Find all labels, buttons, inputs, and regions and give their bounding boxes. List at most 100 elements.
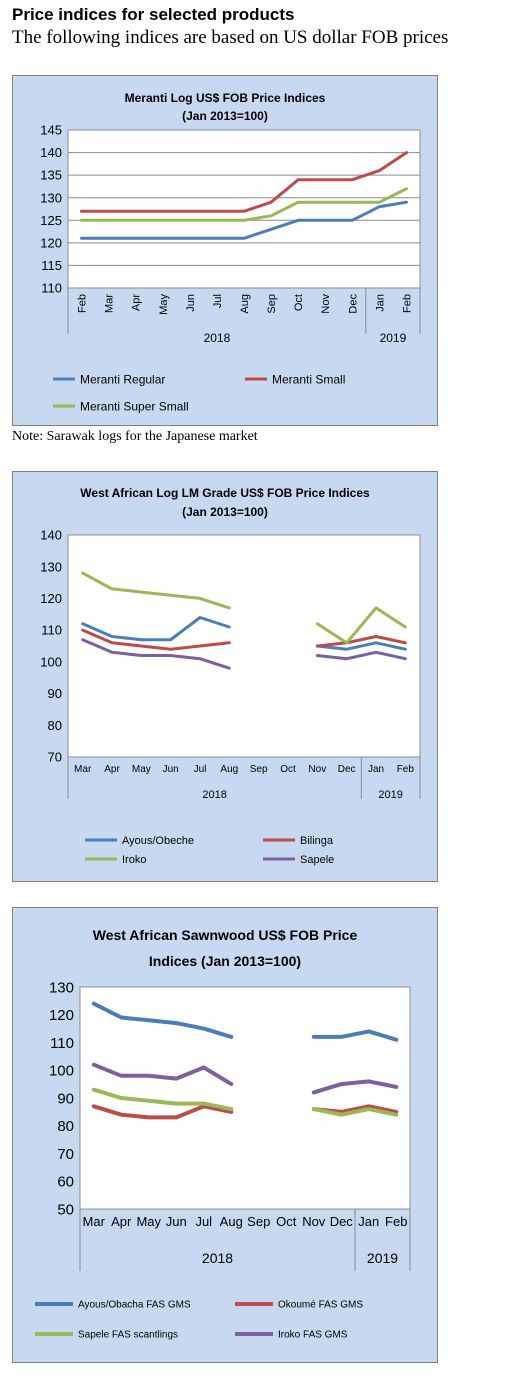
x-tick-label: Nov xyxy=(308,764,326,775)
y-tick-label: 60 xyxy=(57,1174,74,1191)
y-tick-label: 120 xyxy=(40,235,62,250)
legend-label: Sapele xyxy=(300,854,334,866)
section-subheading: The following indices are based on US do… xyxy=(12,27,449,48)
west-african-sawnwood-chart: West African Sawnwood US$ FOB Price Indic… xyxy=(35,927,411,1341)
meranti-chart-panel: Meranti Log US$ FOB Price Indices (Jan 20… xyxy=(12,75,438,426)
series-line xyxy=(80,200,408,240)
y-tick-label: 100 xyxy=(49,1063,74,1080)
y-tick-label: 100 xyxy=(40,654,62,669)
legend-label: Ayous/Obacha FAS GMS xyxy=(78,1300,191,1311)
x-tick-label: May xyxy=(158,294,170,315)
x-tick-label: Nov xyxy=(302,1214,326,1229)
y-tick-label: 140 xyxy=(40,528,62,543)
legend-label: Ayous/Obeche xyxy=(122,835,194,847)
x-tick-label: Dec xyxy=(338,764,356,775)
west-african-log-chart: West African Log LM Grade US$ FOB Price … xyxy=(40,486,421,866)
y-tick-label: 125 xyxy=(40,213,62,228)
x-tick-label: May xyxy=(132,764,151,775)
year-label: 2019 xyxy=(367,1250,398,1266)
x-tick-label: Feb xyxy=(385,1214,407,1229)
x-tick-label: Mar xyxy=(104,294,116,313)
x-tick-label: Feb xyxy=(401,294,413,313)
x-tick-label: Oct xyxy=(280,764,296,775)
x-tick-label: Jan xyxy=(358,1214,379,1229)
legend-label: Iroko FAS GMS xyxy=(278,1330,348,1341)
x-tick-label: Sep xyxy=(266,294,278,314)
x-tick-label: Oct xyxy=(276,1214,297,1229)
series-line xyxy=(311,1079,399,1095)
y-tick-label: 120 xyxy=(49,1007,74,1024)
series-line xyxy=(81,571,231,610)
x-tick-label: Apr xyxy=(104,764,120,775)
year-label: 2019 xyxy=(380,331,407,345)
chart-title: West African Sawnwood US$ FOB Price xyxy=(93,927,358,943)
series-line xyxy=(81,638,231,670)
legend-label: Iroko xyxy=(122,854,146,866)
y-tick-label: 70 xyxy=(48,750,62,765)
series-line xyxy=(81,616,231,642)
y-tick-label: 50 xyxy=(57,1201,74,1218)
x-tick-label: Dec xyxy=(330,1214,354,1229)
y-tick-label: 80 xyxy=(48,718,62,733)
series-line xyxy=(315,635,407,648)
year-label: 2018 xyxy=(202,789,226,801)
y-tick-label: 110 xyxy=(50,1035,74,1052)
x-tick-label: Oct xyxy=(293,294,305,311)
series-line xyxy=(311,1107,399,1117)
x-tick-label: Sep xyxy=(250,764,268,775)
x-tick-label: Jan xyxy=(368,764,384,775)
chart-title: West African Log LM Grade US$ FOB Price … xyxy=(80,486,370,500)
series-line xyxy=(80,151,408,213)
x-tick-label: May xyxy=(136,1214,161,1229)
series-line xyxy=(80,187,408,222)
x-tick-label: Feb xyxy=(397,764,415,775)
x-tick-label: Jun xyxy=(163,764,179,775)
y-tick-label: 120 xyxy=(40,591,62,606)
series-line xyxy=(91,1001,234,1039)
x-tick-label: Jul xyxy=(195,1214,212,1229)
x-tick-label: Sep xyxy=(247,1214,270,1229)
x-tick-label: Mar xyxy=(83,1214,106,1229)
y-tick-label: 110 xyxy=(41,281,62,296)
series-line xyxy=(81,628,231,651)
legend-label: Meranti Regular xyxy=(80,372,165,386)
series-line xyxy=(315,641,407,651)
chart-note: Note: Sarawak logs for the Japanese mark… xyxy=(12,429,258,444)
y-tick-label: 80 xyxy=(57,1118,74,1135)
x-tick-label: Jul xyxy=(194,764,207,775)
chart-subtitle: (Jan 2013=100) xyxy=(182,109,268,123)
chart-subtitle: (Jan 2013=100) xyxy=(182,505,268,519)
y-tick-label: 135 xyxy=(40,168,62,183)
y-tick-label: 110 xyxy=(41,623,62,638)
y-tick-label: 70 xyxy=(57,1146,74,1163)
west-african-log-chart-panel: West African Log LM Grade US$ FOB Price … xyxy=(12,471,438,882)
y-tick-label: 145 xyxy=(40,123,62,138)
y-tick-label: 130 xyxy=(49,979,74,996)
series-line xyxy=(315,606,407,645)
x-tick-label: Jun xyxy=(166,1214,187,1229)
x-tick-label: Apr xyxy=(131,294,143,311)
legend-label: Meranti Super Small xyxy=(80,399,189,413)
meranti-chart: Meranti Log US$ FOB Price Indices (Jan 20… xyxy=(40,91,421,413)
legend-label: Bilinga xyxy=(300,835,334,847)
x-tick-label: Nov xyxy=(320,294,332,314)
y-tick-label: 115 xyxy=(41,258,62,273)
legend-label: Okoumé FAS GMS xyxy=(278,1300,363,1311)
x-tick-label: Aug xyxy=(239,294,251,314)
x-tick-label: Jun xyxy=(185,294,197,312)
legend-label: Meranti Small xyxy=(272,372,345,386)
y-tick-label: 130 xyxy=(40,190,62,205)
plot-area xyxy=(67,129,421,289)
west-african-sawnwood-chart-panel: West African Sawnwood US$ FOB Price Indic… xyxy=(12,907,438,1363)
x-tick-label: Feb xyxy=(77,294,89,313)
y-tick-label: 130 xyxy=(40,559,62,574)
chart-title: Meranti Log US$ FOB Price Indices xyxy=(125,91,326,105)
x-tick-label: Aug xyxy=(220,764,238,775)
x-tick-label: Jul xyxy=(212,294,224,308)
section-heading: Price indices for selected products xyxy=(12,5,295,24)
x-tick-label: Dec xyxy=(347,294,359,314)
x-tick-label: Apr xyxy=(111,1214,132,1229)
y-tick-label: 90 xyxy=(48,686,62,701)
x-tick-label: Jan xyxy=(374,294,386,312)
legend-label: Sapele FAS scantlings xyxy=(78,1330,178,1341)
